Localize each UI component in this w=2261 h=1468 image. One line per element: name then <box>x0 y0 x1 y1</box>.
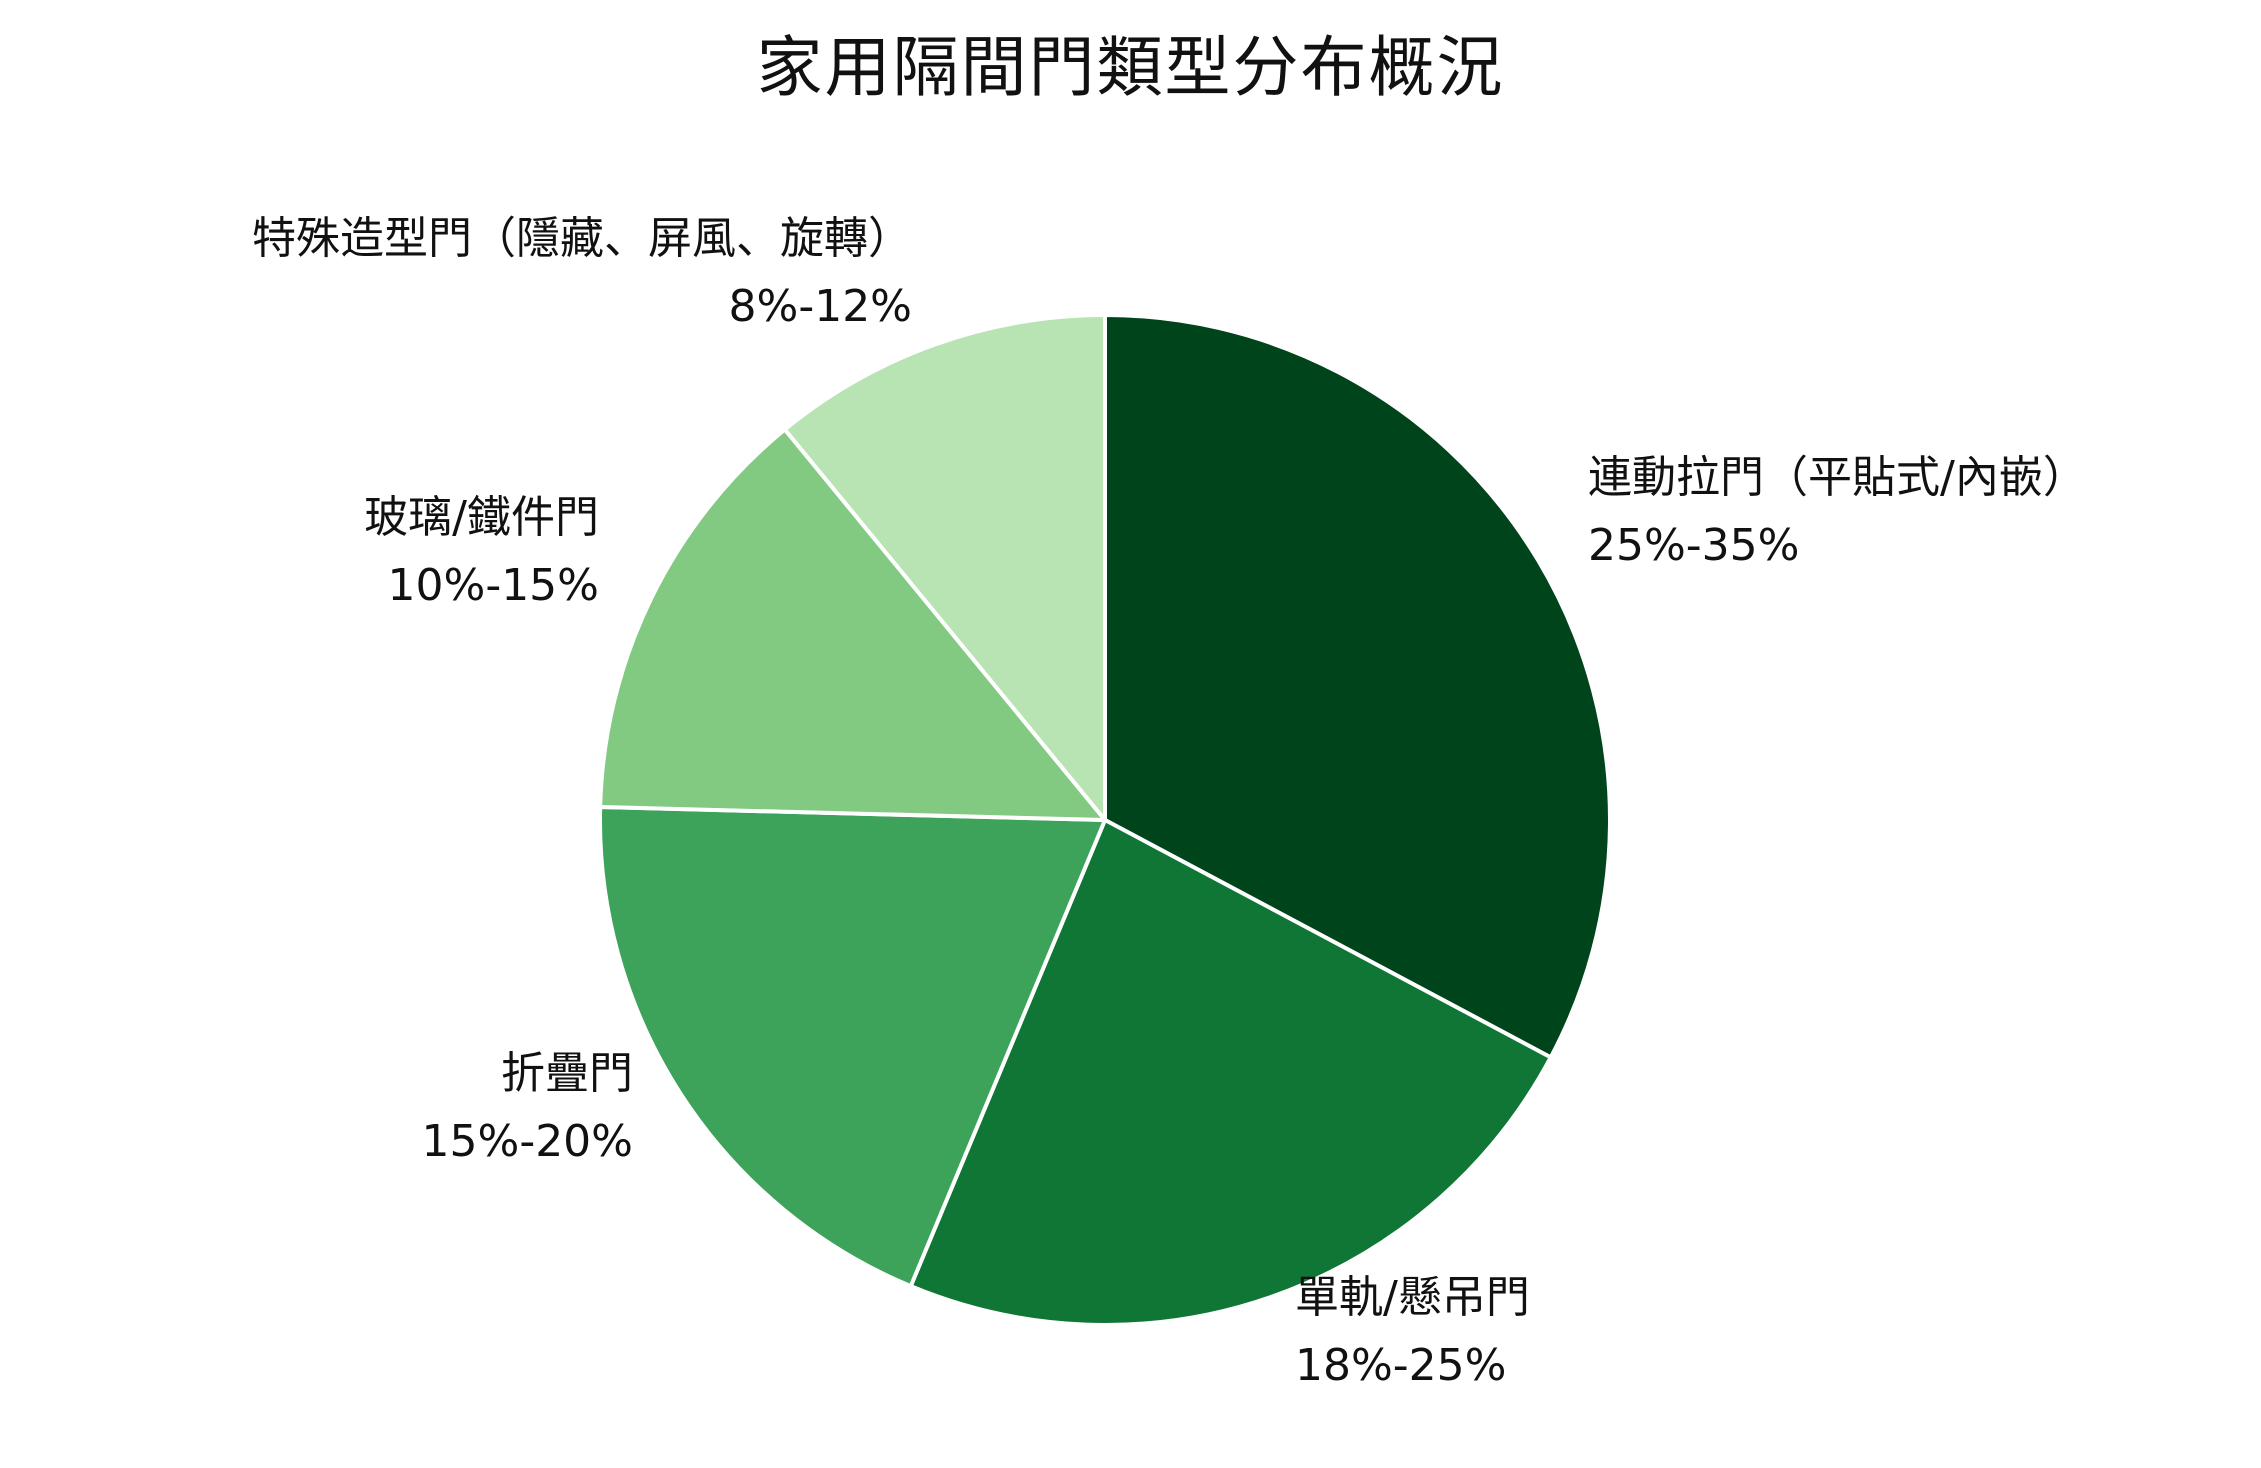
chart-title: 家用隔間門類型分布概況 <box>756 29 1505 106</box>
slice-label-range-2: 18%-25% <box>1295 1340 1506 1391</box>
pie-slice-4 <box>598 427 1107 822</box>
slice-label-name-3: 折疊門 <box>501 1048 633 1099</box>
slice-label-name-4: 玻璃/鐵件門 <box>364 492 599 543</box>
pie-slice-2 <box>908 818 1553 1327</box>
slice-label-range-3: 15%-20% <box>422 1116 633 1167</box>
pie-slice-1 <box>1103 313 1612 1060</box>
pie-slice-3 <box>598 805 1107 1289</box>
slice-label-name-2: 單軌/懸吊門 <box>1295 1272 1530 1323</box>
slice-label-range-5: 8%-12% <box>729 281 912 332</box>
slice-label-range-1: 25%-35% <box>1588 520 1799 571</box>
slice-label-range-4: 10%-15% <box>388 560 599 611</box>
slice-label-name-1: 連動拉門（平貼式/內嵌） <box>1588 452 2087 503</box>
slice-label-name-5: 特殊造型門（隱藏、屏風、旋轉） <box>252 213 912 264</box>
pie-slice-5 <box>782 313 1107 822</box>
